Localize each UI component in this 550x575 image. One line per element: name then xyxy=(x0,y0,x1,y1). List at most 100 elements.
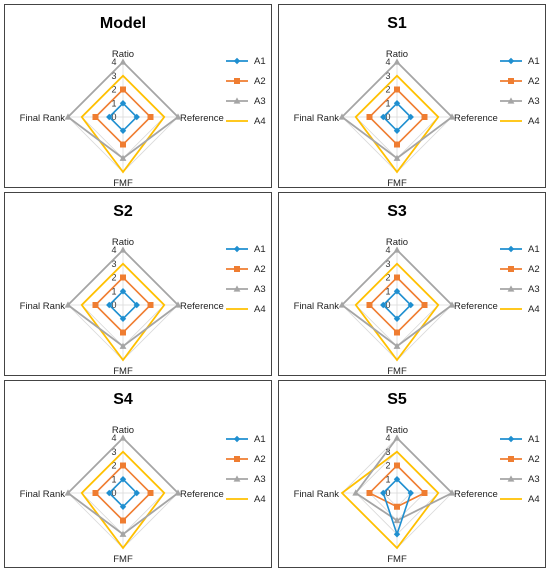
series-line-a4 xyxy=(80,74,166,174)
data-point-a3 xyxy=(338,113,346,120)
legend-swatch xyxy=(225,304,249,314)
data-point-a3 xyxy=(174,301,182,308)
legend-swatch xyxy=(499,56,523,66)
data-point-a2 xyxy=(421,302,428,308)
legend-swatch xyxy=(225,96,249,106)
legend-marker-a3 xyxy=(233,97,241,104)
data-point-a2 xyxy=(120,86,126,93)
data-point-a1 xyxy=(133,301,140,309)
legend-swatch xyxy=(499,434,523,444)
axis-label: Ratio xyxy=(112,237,134,248)
legend-marker-a3 xyxy=(233,285,241,292)
legend-swatch xyxy=(499,244,523,254)
legend-item-a1: A1 xyxy=(225,51,266,71)
legend-item-a3: A3 xyxy=(499,279,540,299)
legend-swatch xyxy=(225,454,249,464)
legend-label: A3 xyxy=(254,95,266,107)
data-point-a2 xyxy=(421,114,428,120)
series-line-a4 xyxy=(340,450,440,550)
data-point-a2 xyxy=(394,503,400,510)
legend-marker-a2 xyxy=(234,456,240,462)
axis-label: Final Rank xyxy=(294,489,340,500)
tick-label: 1 xyxy=(385,286,390,296)
legend-label: A2 xyxy=(528,263,540,275)
axis-label: FMF xyxy=(113,554,133,565)
axis-label: Final Rank xyxy=(294,301,340,312)
data-point-a3 xyxy=(174,489,182,496)
data-point-a2 xyxy=(366,114,373,120)
data-point-a2 xyxy=(394,141,400,148)
legend-label: A4 xyxy=(528,493,540,505)
data-point-a3 xyxy=(393,342,401,349)
data-point-a2 xyxy=(120,141,126,148)
legend-item-a2: A2 xyxy=(225,71,266,91)
legend-label: A2 xyxy=(528,453,540,465)
legend-label: A4 xyxy=(528,303,540,315)
axis-label: Reference xyxy=(180,301,224,312)
data-point-a3 xyxy=(393,516,401,524)
data-point-a1 xyxy=(119,476,127,483)
data-point-a3 xyxy=(393,434,401,441)
legend-marker-a2 xyxy=(508,266,514,272)
axis-label: FMF xyxy=(387,366,407,377)
legend-label: A4 xyxy=(254,115,266,127)
data-point-a1 xyxy=(119,315,127,322)
tick-label: 4 xyxy=(111,245,116,255)
legend-marker-a2 xyxy=(234,78,240,84)
legend-swatch xyxy=(225,76,249,86)
legend-swatch xyxy=(499,96,523,106)
series-line-a4 xyxy=(80,450,166,550)
tick-label: 0 xyxy=(385,488,390,498)
series-line-a4 xyxy=(354,262,440,362)
legend-label: A3 xyxy=(528,473,540,485)
tick-label: 3 xyxy=(111,71,116,81)
legend-marker-a2 xyxy=(234,266,240,272)
legend-swatch xyxy=(225,494,249,504)
data-point-a2 xyxy=(366,302,373,308)
data-point-a1 xyxy=(407,113,414,121)
tick-label: 2 xyxy=(111,85,116,95)
legend: A1 A2 A3 A4 xyxy=(499,429,540,509)
legend-item-a4: A4 xyxy=(499,299,540,319)
legend-item-a4: A4 xyxy=(499,489,540,509)
legend-item-a4: A4 xyxy=(225,489,266,509)
data-point-a1 xyxy=(380,489,387,497)
data-point-a2 xyxy=(92,302,99,308)
data-point-a2 xyxy=(394,462,400,469)
legend-item-a2: A2 xyxy=(225,449,266,469)
data-point-a2 xyxy=(120,462,126,469)
legend-label: A3 xyxy=(528,283,540,295)
axis-label: Ratio xyxy=(386,425,408,436)
data-point-a2 xyxy=(421,490,428,496)
axis-label: Ratio xyxy=(386,49,408,60)
data-point-a3 xyxy=(119,530,127,537)
tick-label: 2 xyxy=(385,85,390,95)
chart-title: S4 xyxy=(113,391,133,408)
legend-item-a1: A1 xyxy=(499,239,540,259)
data-point-a2 xyxy=(366,490,373,496)
legend-marker-a1 xyxy=(233,57,241,65)
legend-marker-a1 xyxy=(233,245,241,253)
axis-label: Final Rank xyxy=(20,489,66,500)
data-point-a3 xyxy=(393,154,401,161)
chart-title: Model xyxy=(99,15,147,32)
legend-label: A1 xyxy=(528,55,540,67)
tick-label: 1 xyxy=(385,474,390,484)
axis-label: Reference xyxy=(180,489,224,500)
legend-label: A1 xyxy=(254,243,266,255)
legend-label: A3 xyxy=(254,283,266,295)
data-point-a3 xyxy=(119,246,127,253)
tick-label: 3 xyxy=(385,259,390,269)
legend-label: A4 xyxy=(528,115,540,127)
legend-marker-a1 xyxy=(507,57,515,65)
data-point-a1 xyxy=(119,100,127,107)
legend: A1 A2 A3 A4 xyxy=(499,51,540,131)
tick-label: 1 xyxy=(111,286,116,296)
tick-label: 2 xyxy=(111,461,116,471)
